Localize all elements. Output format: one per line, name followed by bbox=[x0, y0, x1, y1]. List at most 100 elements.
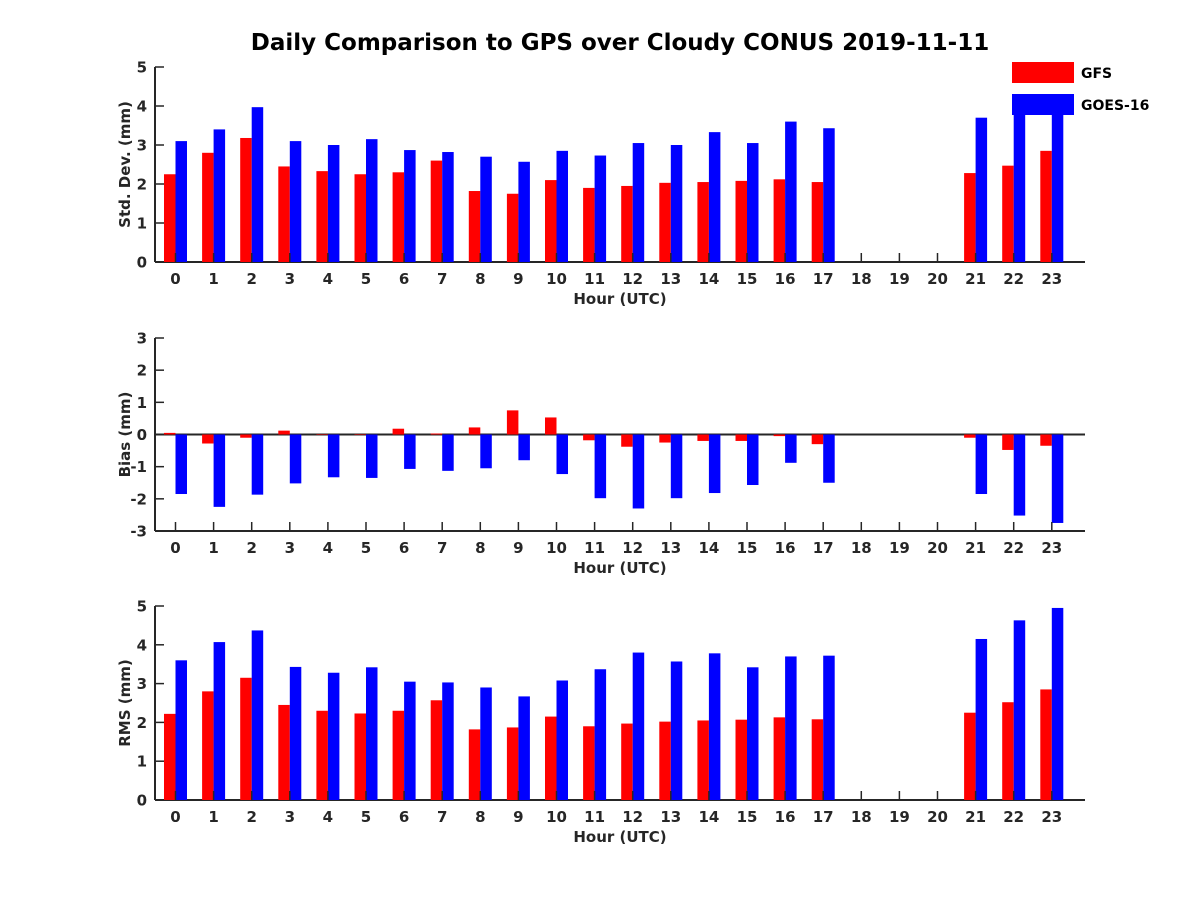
bias-bar-goes16 bbox=[556, 434, 568, 475]
std-dev-bar-goes16 bbox=[632, 143, 645, 262]
rms-x-tick-label: 13 bbox=[660, 808, 681, 826]
rms-x-axis-label: Hour (UTC) bbox=[573, 828, 666, 846]
bias-x-tick-label: 0 bbox=[170, 539, 180, 557]
rms-y-tick-label: 2 bbox=[137, 714, 147, 732]
std-dev-x-tick-label: 9 bbox=[513, 270, 523, 288]
std-dev-bar-gfs bbox=[506, 193, 519, 262]
rms-x-tick-label: 2 bbox=[246, 808, 256, 826]
legend-swatch-goes16 bbox=[1012, 94, 1074, 115]
bias-bar-gfs bbox=[735, 434, 747, 441]
bias-y-tick-label: -1 bbox=[130, 458, 147, 476]
std-dev-x-tick-label: 6 bbox=[399, 270, 409, 288]
bias-bar-gfs bbox=[202, 434, 214, 444]
rms-bar-gfs bbox=[773, 717, 786, 800]
std-dev-bar-gfs bbox=[164, 174, 176, 262]
std-dev-x-tick-label: 11 bbox=[584, 270, 605, 288]
std-dev-bar-goes16 bbox=[404, 150, 416, 262]
rms-bar-goes16 bbox=[975, 638, 988, 800]
bias-x-tick-label: 11 bbox=[584, 539, 605, 557]
bias-bar-goes16 bbox=[366, 434, 378, 478]
bias-bar-gfs bbox=[164, 432, 176, 435]
rms-x-tick-label: 7 bbox=[437, 808, 447, 826]
std-dev-y-tick-label: 1 bbox=[137, 215, 147, 233]
rms-x-tick-label: 4 bbox=[323, 808, 333, 826]
std-dev-bar-goes16 bbox=[518, 161, 530, 262]
bias-bar-goes16 bbox=[289, 434, 302, 484]
rms-bar-gfs bbox=[278, 704, 290, 800]
bias-x-tick-label: 20 bbox=[927, 539, 948, 557]
legend-label-goes16: GOES-16 bbox=[1081, 98, 1149, 114]
bias-bar-gfs bbox=[545, 417, 557, 435]
rms-bar-goes16 bbox=[175, 660, 187, 800]
rms-y-axis-label: RMS (mm) bbox=[116, 659, 134, 746]
rms-bar-gfs bbox=[202, 691, 214, 800]
bias-x-tick-label: 17 bbox=[813, 539, 834, 557]
std-dev-x-tick-label: 21 bbox=[965, 270, 986, 288]
rms-bar-goes16 bbox=[823, 655, 835, 800]
rms-bar-goes16 bbox=[785, 656, 797, 800]
std-dev-x-tick-label: 1 bbox=[208, 270, 218, 288]
bias-bar-gfs bbox=[278, 430, 290, 435]
rms-bar-gfs bbox=[1040, 689, 1052, 800]
rms-x-tick-label: 19 bbox=[889, 808, 910, 826]
bias-bar-goes16 bbox=[975, 434, 988, 495]
bias-y-tick-label: 3 bbox=[137, 330, 147, 348]
std-dev-bar-goes16 bbox=[1051, 109, 1064, 263]
bias-bar-goes16 bbox=[632, 434, 645, 509]
bias-y-tick-label: 1 bbox=[137, 394, 147, 412]
bias-bar-goes16 bbox=[518, 434, 530, 461]
rms-x-tick-label: 16 bbox=[775, 808, 796, 826]
rms-bar-gfs bbox=[354, 713, 366, 800]
std-dev-x-tick-label: 8 bbox=[475, 270, 485, 288]
std-dev-bar-gfs bbox=[545, 180, 557, 262]
rms-bar-goes16 bbox=[747, 667, 759, 800]
rms-bar-goes16 bbox=[594, 669, 607, 800]
std-dev-bar-goes16 bbox=[708, 132, 721, 262]
std-dev-x-tick-label: 17 bbox=[813, 270, 834, 288]
rms-y-tick-label: 5 bbox=[137, 598, 147, 616]
bias-bar-goes16 bbox=[594, 434, 607, 499]
std-dev-bar-gfs bbox=[354, 174, 366, 262]
bias-y-tick-label: -3 bbox=[130, 523, 147, 541]
rms-bar-gfs bbox=[964, 712, 976, 800]
std-dev-x-tick-label: 3 bbox=[285, 270, 295, 288]
rms-bar-goes16 bbox=[366, 667, 378, 800]
bias-bar-goes16 bbox=[442, 434, 454, 471]
std-dev-x-tick-label: 7 bbox=[437, 270, 447, 288]
bias-bar-gfs bbox=[506, 410, 519, 435]
rms-x-tick-label: 18 bbox=[851, 808, 872, 826]
bias-bar-gfs bbox=[1040, 434, 1052, 446]
rms-bar-gfs bbox=[430, 700, 443, 800]
std-dev-bar-gfs bbox=[621, 185, 633, 262]
std-dev-x-tick-label: 14 bbox=[698, 270, 719, 288]
rms-x-tick-label: 22 bbox=[1003, 808, 1024, 826]
bias-bar-gfs bbox=[621, 434, 633, 447]
std-dev-x-tick-label: 20 bbox=[927, 270, 948, 288]
rms-bar-gfs bbox=[811, 719, 824, 800]
std-dev-bar-goes16 bbox=[213, 129, 226, 262]
std-dev-y-tick-label: 3 bbox=[137, 137, 147, 155]
rms-bar-gfs bbox=[316, 710, 328, 800]
bias-x-tick-label: 4 bbox=[323, 539, 333, 557]
std-dev-bar-goes16 bbox=[975, 117, 988, 262]
std-dev-bar-gfs bbox=[392, 172, 405, 262]
chart-title: Daily Comparison to GPS over Cloudy CONU… bbox=[250, 30, 990, 56]
rms-bar-gfs bbox=[735, 719, 747, 800]
rms-bar-goes16 bbox=[480, 687, 492, 800]
bias-bar-gfs bbox=[697, 434, 709, 441]
std-dev-bar-gfs bbox=[1040, 150, 1052, 262]
rms-x-tick-label: 15 bbox=[737, 808, 758, 826]
bias-bar-gfs bbox=[316, 434, 328, 435]
std-dev-bar-goes16 bbox=[1013, 111, 1026, 262]
rms-x-tick-label: 1 bbox=[208, 808, 218, 826]
bias-x-tick-label: 2 bbox=[246, 539, 256, 557]
bias-x-tick-label: 6 bbox=[399, 539, 409, 557]
rms-y-tick-label: 0 bbox=[137, 792, 147, 810]
std-dev-bar-gfs bbox=[468, 191, 481, 262]
rms-bar-goes16 bbox=[518, 696, 530, 800]
bias-x-tick-label: 18 bbox=[851, 539, 872, 557]
bias-x-axis-label: Hour (UTC) bbox=[573, 559, 666, 577]
std-dev-x-tick-label: 13 bbox=[660, 270, 681, 288]
bias-bar-goes16 bbox=[480, 434, 492, 469]
bias-y-tick-label: 2 bbox=[137, 362, 147, 380]
